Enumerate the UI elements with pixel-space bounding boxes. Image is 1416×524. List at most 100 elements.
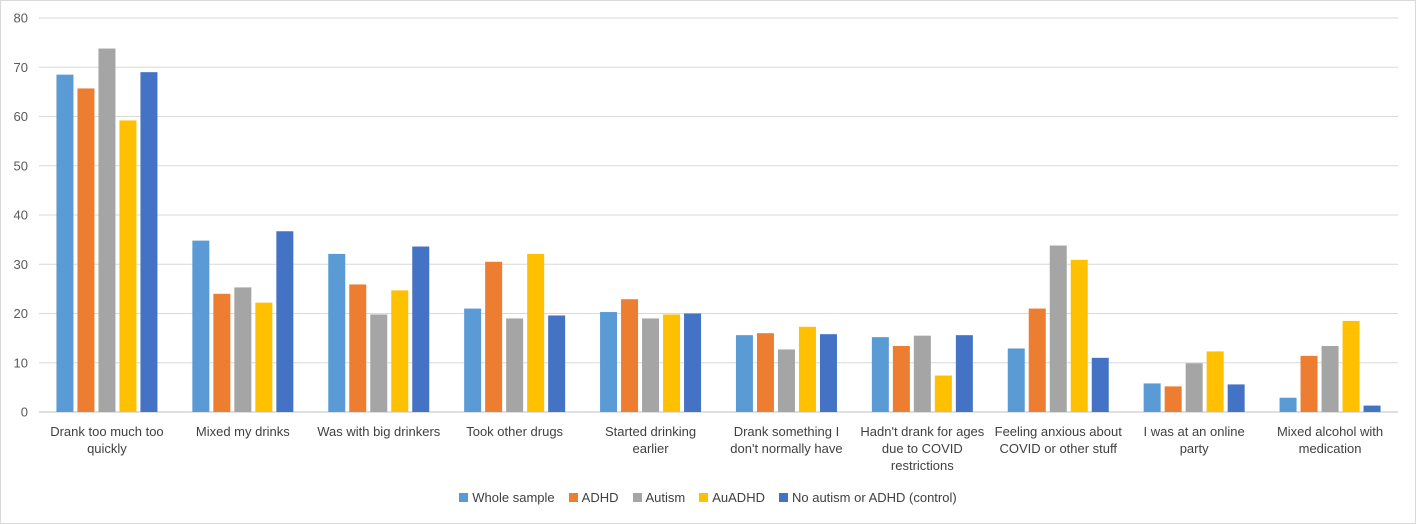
legend: Whole sample ADHD Autism AuADHD No autism or… (0, 490, 1416, 505)
bar-whole-sample (464, 308, 482, 412)
bar-adhd (485, 261, 503, 412)
category-label-line: I was at an online (1144, 424, 1245, 439)
category-label: Hadn't drank for ages due to COVID restric… (860, 424, 984, 473)
legend-label: AuADHD (712, 490, 765, 505)
bar-no-autism-or-adhd-control (548, 315, 566, 412)
bar-auadhd (391, 290, 409, 412)
category-label: Was with big drinkers (317, 424, 441, 439)
bar-autism (1321, 346, 1339, 412)
legend-label: ADHD (581, 490, 619, 505)
bar-no-autism-or-adhd-control (1091, 357, 1109, 412)
legend-swatch (632, 493, 642, 502)
y-tick-label: 50 (14, 158, 28, 173)
bar-whole-sample (328, 253, 346, 412)
category-label-line: Was with big drinkers (317, 424, 441, 439)
bar-auadhd (663, 314, 681, 412)
bar-no-autism-or-adhd-control (276, 231, 294, 412)
bar-autism (1049, 245, 1067, 412)
category-label-line: Drank too much too (50, 424, 163, 439)
bar-no-autism-or-adhd-control (1227, 384, 1245, 412)
legend-swatch (459, 493, 469, 502)
category-label: Took other drugs (466, 424, 563, 439)
category-label: Mixed my drinks (196, 424, 290, 439)
bar-whole-sample (1279, 397, 1297, 412)
category-label: Started drinking earlier (605, 424, 696, 456)
bar-autism (777, 349, 795, 412)
bar-no-autism-or-adhd-control (1363, 405, 1381, 412)
y-tick-label: 80 (14, 11, 28, 26)
legend-swatch (778, 493, 788, 502)
category-label: I was at an online party (1144, 424, 1245, 456)
bar-whole-sample (600, 312, 618, 412)
bar-autism (913, 335, 931, 412)
category-label-line: Feeling anxious about (995, 424, 1123, 439)
bar-adhd (1300, 355, 1318, 412)
bar-no-autism-or-adhd-control (684, 313, 702, 412)
x-axis: Drank too much too quickly Mixed my drinks… (50, 424, 1383, 473)
category-label: Drank something I don't normally have (730, 424, 842, 456)
y-axis: 0 10 20 30 40 50 60 70 80 (14, 11, 28, 420)
bar-autism (642, 318, 660, 412)
bar-auadhd (1342, 320, 1360, 412)
bar-whole-sample (56, 74, 74, 412)
legend-label: Autism (645, 490, 686, 505)
y-tick-label: 20 (14, 306, 28, 321)
bar-adhd (621, 299, 639, 412)
bar-autism (98, 48, 116, 412)
category-label-line: party (1180, 441, 1209, 456)
category-label-line: restrictions (891, 458, 954, 473)
bar-adhd (756, 333, 774, 412)
legend-item: No autism or ADHD (control) (778, 490, 957, 505)
bar-auadhd (798, 326, 816, 412)
bar-whole-sample (871, 337, 889, 412)
y-tick-label: 10 (14, 355, 28, 370)
bar-autism (1185, 363, 1203, 412)
bar-no-autism-or-adhd-control (955, 335, 973, 412)
bar-adhd (1164, 386, 1182, 412)
bar-whole-sample (735, 335, 753, 412)
bar-autism (506, 318, 524, 412)
bar-auadhd (1206, 351, 1224, 412)
legend-item: ADHD (568, 490, 619, 505)
bar-auadhd (934, 375, 952, 412)
category-label: Feeling anxious about COVID or other stuf… (995, 424, 1123, 456)
bar-autism (234, 287, 252, 412)
category-label-line: earlier (632, 441, 669, 456)
bar-whole-sample (192, 240, 210, 412)
bar-adhd (349, 284, 367, 412)
legend-swatch (699, 493, 709, 502)
legend-item: Whole sample (459, 490, 555, 505)
y-tick-label: 0 (21, 405, 28, 420)
category-label-line: Started drinking (605, 424, 696, 439)
bar-adhd (892, 346, 910, 412)
category-label-line: Drank something I (734, 424, 840, 439)
category-label: Mixed alcohol with medication (1277, 424, 1383, 456)
bar-adhd (77, 88, 95, 413)
category-label-line: Took other drugs (466, 424, 563, 439)
legend-item: AuADHD (699, 490, 765, 505)
category-label-line: don't normally have (730, 441, 842, 456)
bar-adhd (213, 293, 231, 412)
legend-swatch (568, 493, 578, 502)
legend-label: No autism or ADHD (control) (791, 490, 957, 505)
bar-auadhd (119, 120, 137, 412)
bar-auadhd (527, 253, 545, 412)
category-label: Drank too much too quickly (50, 424, 163, 456)
bar-whole-sample (1143, 383, 1161, 412)
category-label-line: medication (1299, 441, 1362, 456)
y-tick-label: 70 (14, 60, 28, 75)
bar-auadhd (255, 302, 273, 412)
y-tick-label: 30 (14, 257, 28, 272)
category-label-line: Mixed alcohol with (1277, 424, 1383, 439)
bar-adhd (1028, 308, 1046, 412)
legend-item: Autism (632, 490, 686, 505)
bar-auadhd (1070, 259, 1088, 412)
category-label-line: quickly (87, 441, 127, 456)
bar-no-autism-or-adhd-control (819, 334, 837, 412)
legend-label: Whole sample (472, 490, 555, 505)
y-tick-label: 40 (14, 208, 28, 223)
bars (56, 48, 1381, 413)
category-label-line: COVID or other stuff (999, 441, 1117, 456)
